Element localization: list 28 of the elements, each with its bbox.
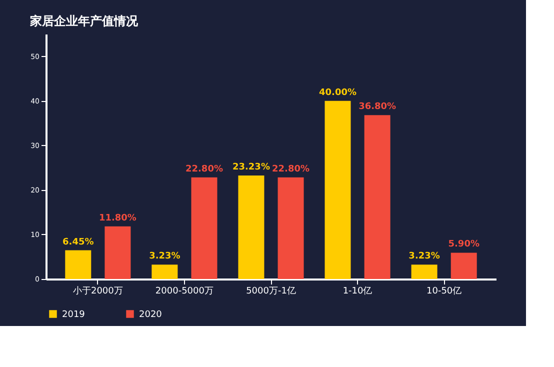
data-label: 11.80% bbox=[98, 213, 136, 224]
bar bbox=[364, 115, 390, 279]
legend-label: 2019 bbox=[62, 310, 86, 320]
chart-title: 家居企业年产值情况 bbox=[29, 14, 140, 28]
x-tick-label: 10-50亿 bbox=[426, 286, 462, 296]
bar bbox=[104, 226, 131, 279]
x-tick-label: 1-10亿 bbox=[342, 286, 372, 296]
bar bbox=[191, 177, 218, 279]
bar bbox=[152, 264, 178, 279]
bar bbox=[450, 252, 477, 279]
data-label: 6.45% bbox=[62, 237, 94, 248]
data-label: 22.80% bbox=[185, 164, 223, 174]
bar bbox=[324, 100, 351, 279]
bar bbox=[238, 176, 264, 279]
data-label: 3.23% bbox=[149, 252, 180, 262]
x-tick-label: 小于2000万 bbox=[72, 286, 123, 296]
data-label: 40.00% bbox=[319, 88, 357, 98]
data-label: 5.90% bbox=[448, 240, 480, 250]
data-label: 22.80% bbox=[272, 164, 310, 174]
bar bbox=[65, 250, 92, 279]
data-label: 3.23% bbox=[408, 252, 440, 262]
legend-label: 2020 bbox=[139, 310, 162, 320]
x-tick-label: 2000-5000万 bbox=[155, 286, 214, 296]
bar bbox=[278, 177, 304, 279]
x-tick-label: 5000万-1亿 bbox=[246, 286, 296, 296]
data-label: 23.23% bbox=[232, 162, 270, 173]
data-label: 36.80% bbox=[358, 102, 396, 112]
bar bbox=[411, 264, 438, 279]
